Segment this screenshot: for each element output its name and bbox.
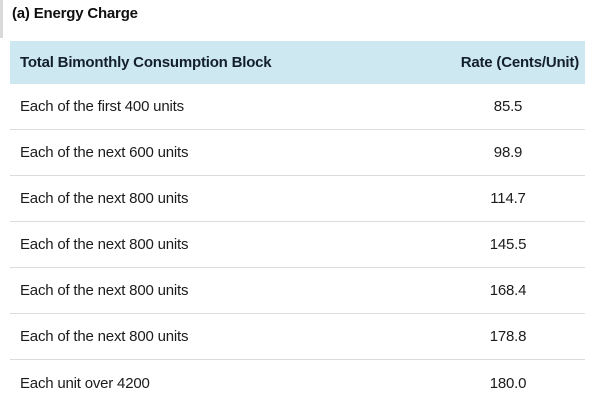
consumption-block-cell: Each of the next 800 units bbox=[20, 282, 189, 299]
consumption-block-cell: Each of the next 600 units bbox=[20, 144, 189, 161]
rate-cell: 98.9 bbox=[493, 144, 523, 161]
rate-cell: 85.5 bbox=[493, 98, 523, 115]
consumption-block-cell: Each of the first 400 units bbox=[20, 98, 184, 115]
energy-charge-table: Total Bimonthly Consumption Block Rate (… bbox=[10, 41, 585, 406]
table-row: Each of the next 800 units 178.8 bbox=[10, 314, 585, 360]
consumption-block-cell: Each of the next 800 units bbox=[20, 190, 189, 207]
table-row: Each of the next 600 units 98.9 bbox=[10, 130, 585, 176]
rate-cell: 168.4 bbox=[489, 282, 527, 299]
column-header-rate: Rate (Cents/Unit) bbox=[460, 54, 579, 71]
rate-cell: 180.0 bbox=[489, 374, 527, 392]
table-row: Each of the next 800 units 145.5 bbox=[10, 222, 585, 268]
consumption-block-cell: Each of the next 800 units bbox=[20, 236, 189, 253]
table-body: Each of the first 400 units 85.5 Each of… bbox=[10, 84, 585, 406]
rate-cell: 178.8 bbox=[489, 328, 527, 345]
rate-cell: 114.7 bbox=[490, 190, 526, 207]
column-header-consumption-block: Total Bimonthly Consumption Block bbox=[20, 54, 272, 71]
table-row: Each of the next 800 units 168.4 bbox=[10, 268, 585, 314]
rate-cell: 145.5 bbox=[489, 236, 527, 253]
consumption-block-cell: Each unit over 4200 bbox=[20, 374, 150, 392]
table-row: Each unit over 4200 180.0 bbox=[10, 360, 585, 406]
table-row: Each of the next 800 units 114.7 bbox=[10, 176, 585, 222]
table-header-row: Total Bimonthly Consumption Block Rate (… bbox=[10, 41, 585, 84]
section-title: (a) Energy Charge bbox=[12, 5, 138, 22]
table-row: Each of the first 400 units 85.5 bbox=[10, 84, 585, 130]
consumption-block-cell: Each of the next 800 units bbox=[20, 328, 189, 345]
page-edge-artifact bbox=[0, 0, 3, 38]
